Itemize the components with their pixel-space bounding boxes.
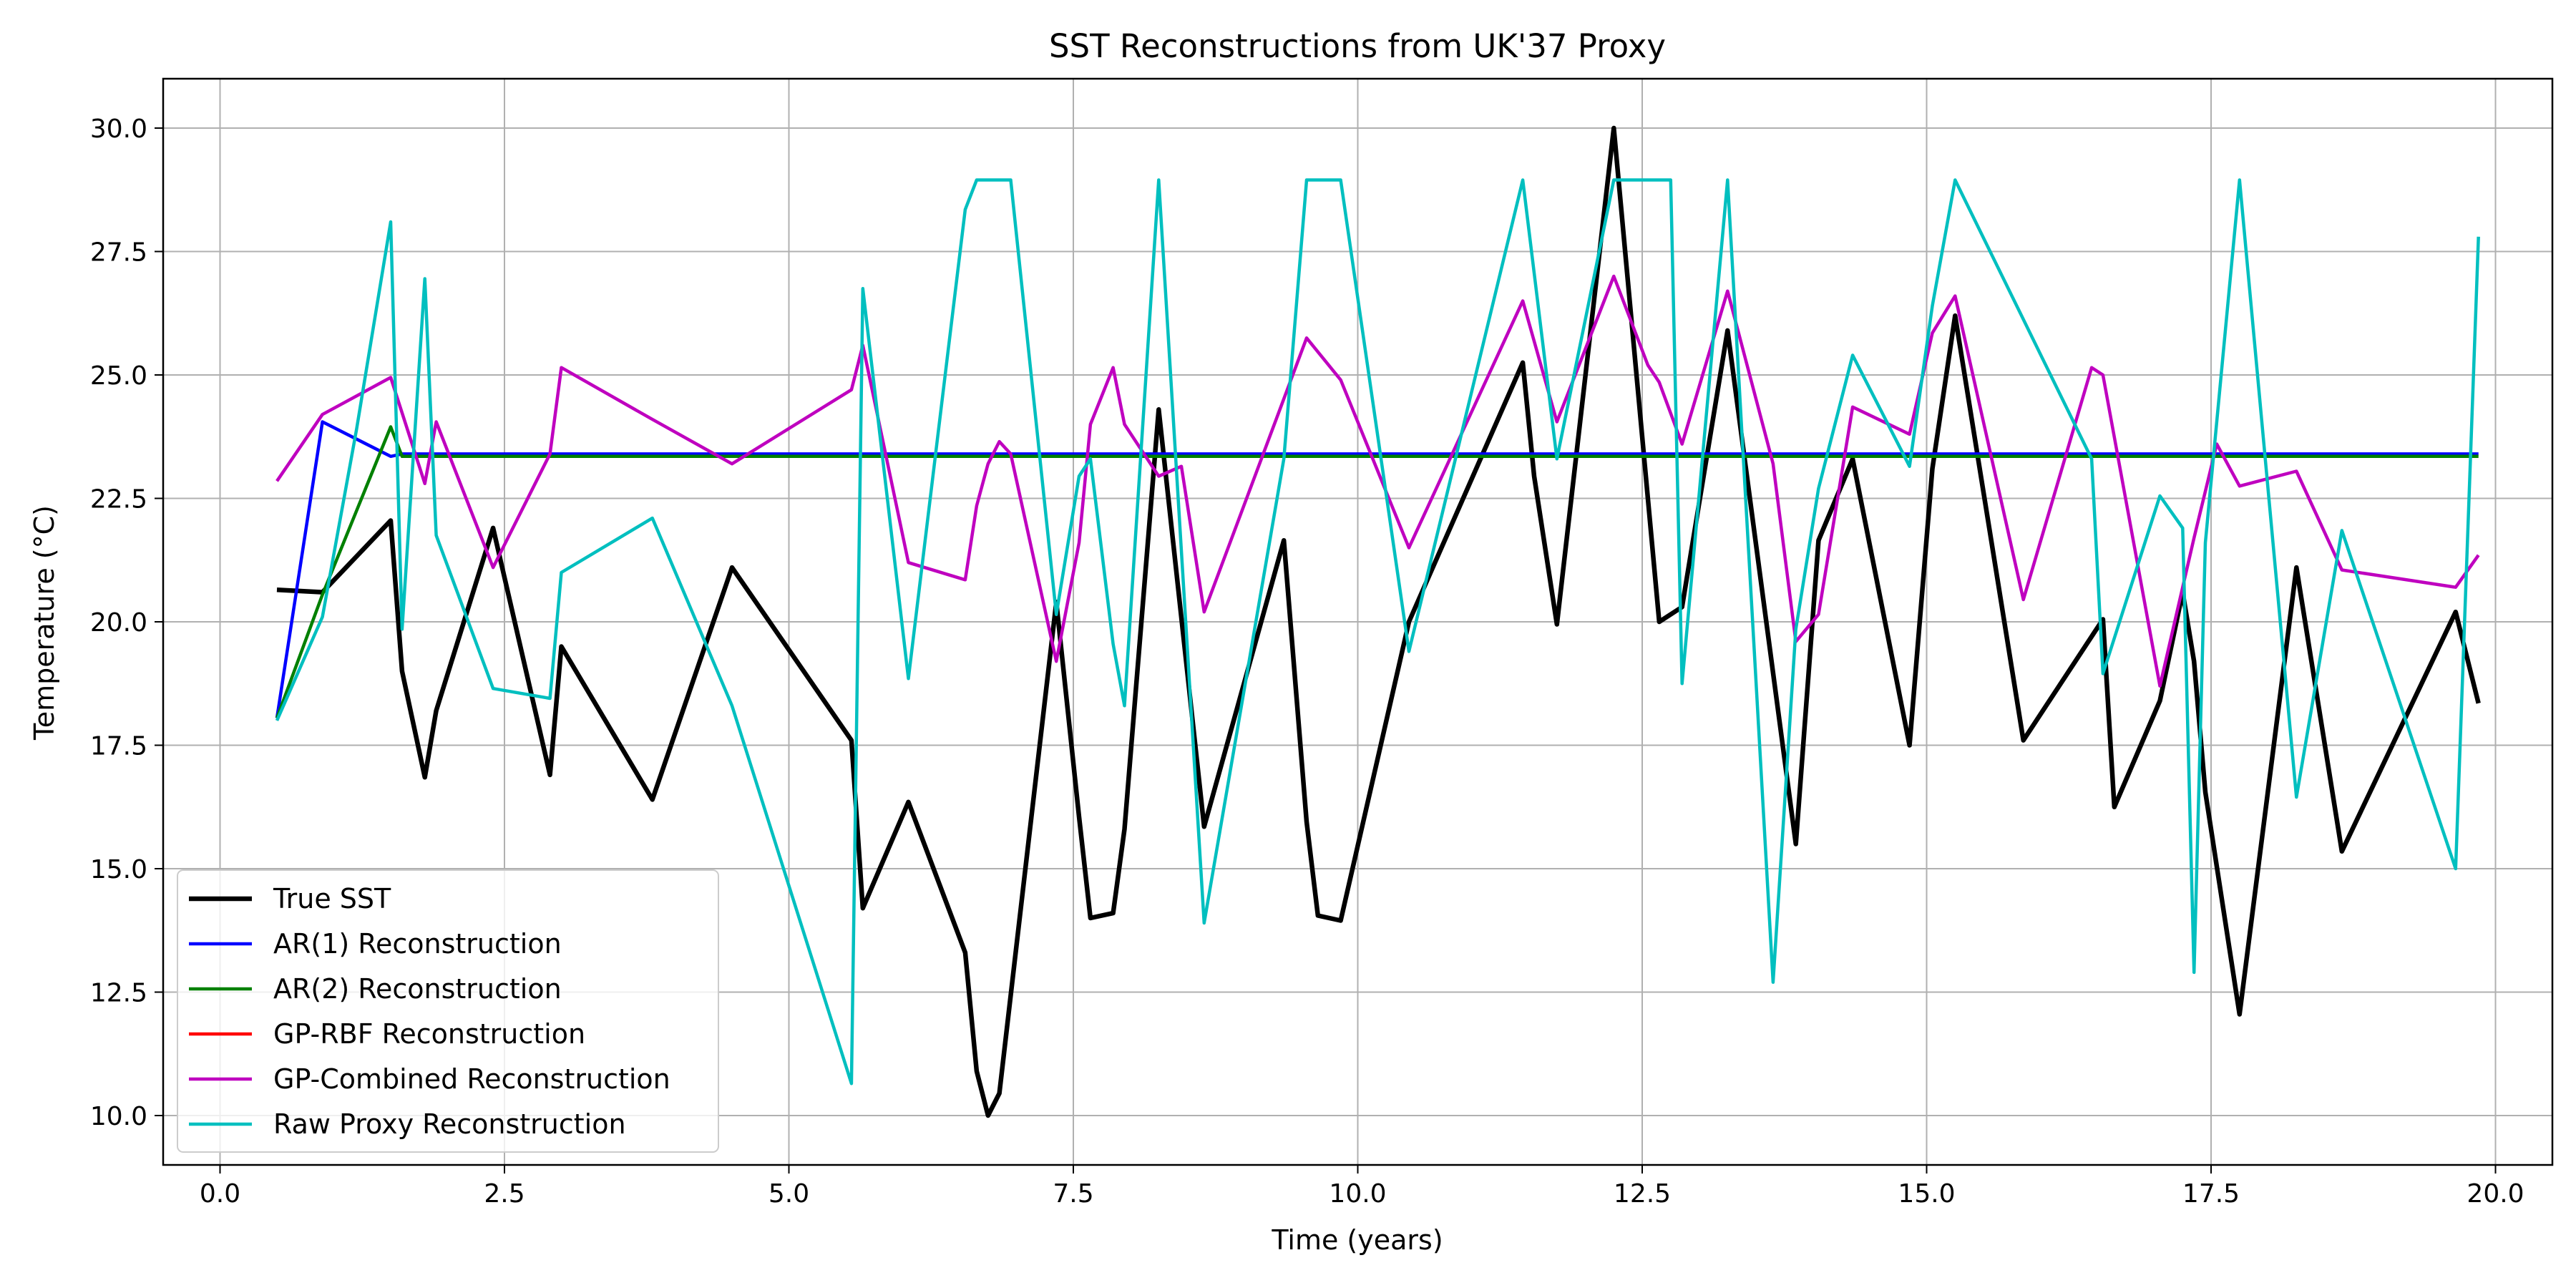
x-tick-label: 2.5 [484,1179,525,1209]
y-tick-label: 22.5 [90,485,147,514]
series-line-ar-2-reconstruction [275,425,2479,719]
x-tick-label: 5.0 [769,1179,809,1209]
chart-title: SST Reconstructions from UK'37 Proxy [1049,27,1666,65]
legend-label-ar-1-reconstruction: AR(1) Reconstruction [273,928,562,960]
x-tick-label: 10.0 [1329,1179,1386,1209]
legend-label-gp-combined-reconstruction: GP-Combined Reconstruction [273,1063,670,1095]
legend-label-gp-rbf-reconstruction: GP-RBF Reconstruction [273,1018,585,1050]
x-tick-label: 12.5 [1614,1179,1671,1209]
y-axis: 10.0 12.5 15.0 17.5 20.0 22.5 25.0 27.5 30.0 [90,114,163,1131]
y-tick-label: 25.0 [90,361,147,391]
legend-label-raw-proxy-reconstruction: Raw Proxy Reconstruction [273,1108,626,1140]
series-line-raw-proxy-reconstruction [275,178,2480,1085]
series-line-true-sst [276,125,2481,1118]
y-tick-label: 17.5 [90,732,147,761]
series-lines [275,125,2481,1118]
y-tick-label: 10.0 [90,1102,147,1131]
legend-box [177,869,719,1153]
legend-label-ar-2-reconstruction: AR(2) Reconstruction [273,973,562,1005]
x-axis-label: Time (years) [1271,1224,1443,1256]
x-tick-label: 20.0 [2467,1179,2524,1209]
x-tick-label: 15.0 [1898,1179,1955,1209]
y-tick-label: 15.0 [90,855,147,884]
series-line-gp-combined-reconstruction [275,274,2480,688]
y-axis-label: Temperature (°C) [29,505,60,741]
legend-label-true-sst: True SST [273,883,391,914]
x-tick-label: 0.0 [200,1179,240,1209]
x-tick-label: 7.5 [1053,1179,1093,1209]
x-axis: 0.0 2.5 5.0 7.5 10.0 12.5 15.0 17.5 20.0 [200,1165,2524,1209]
y-tick-label: 12.5 [90,979,147,1008]
y-tick-label: 30.0 [90,114,147,144]
y-tick-label: 20.0 [90,608,147,638]
x-tick-label: 17.5 [2182,1179,2240,1209]
grid [163,79,2552,1165]
series-line-ar-1-reconstruction [275,420,2479,718]
y-tick-label: 27.5 [90,238,147,268]
legend: True SST AR(1) Reconstruction AR(2) Recons… [177,869,719,1153]
